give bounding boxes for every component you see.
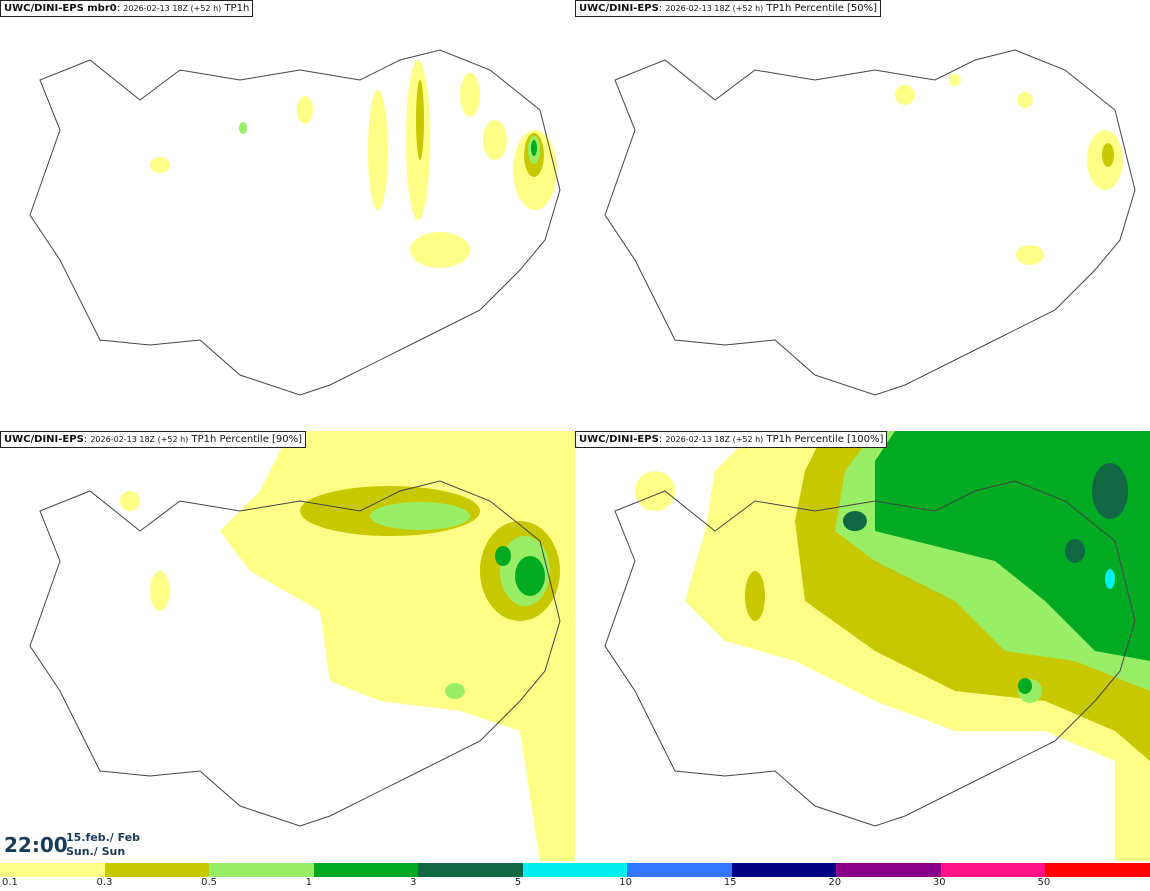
legend-label: 20	[828, 877, 842, 888]
precip-map	[29, 431, 575, 861]
precip-map	[29, 49, 561, 396]
legend-swatch	[418, 863, 523, 877]
map-panel-p90: UWC/DINI-EPS: 2026-02-13 18Z (+52 h) TP1…	[0, 431, 575, 861]
legend-label: 1	[305, 877, 312, 888]
valid-date: 15.feb./ Feb Sun./ Sun	[66, 831, 140, 859]
valid-time-box: 22:00 15.feb./ Feb Sun./ Sun	[0, 827, 160, 863]
valid-date-line: 15.feb./ Feb	[66, 831, 141, 844]
legend-swatch	[104, 863, 210, 877]
precip-map	[604, 49, 1136, 396]
map-panel-p50: UWC/DINI-EPS: 2026-02-13 18Z (+52 h) TP1…	[575, 0, 1150, 430]
legend-label: 50	[1037, 877, 1051, 888]
legend-swatch	[731, 863, 837, 877]
legend-swatch	[522, 863, 628, 877]
valid-day-line: Sun./ Sun	[66, 845, 126, 858]
legend-label: 10	[619, 877, 632, 888]
legend-swatch	[209, 863, 314, 877]
legend-label: 5	[514, 877, 522, 888]
legend-swatch	[627, 863, 732, 877]
valid-time: 22:00	[4, 833, 68, 857]
legend-label: 30	[932, 877, 946, 888]
map-panel-p100: UWC/DINI-EPS: 2026-02-13 18Z (+52 h) TP1…	[575, 431, 1150, 861]
legend-swatch	[836, 863, 941, 877]
legend-label: 0.3	[96, 877, 113, 888]
color-legend: 0.1 0.3 0.5 1 3 5 10 15 20 30 50	[0, 863, 1150, 891]
legend-label: 3	[410, 877, 417, 888]
panel-title: UWC/DINI-EPS mbr0: 2026-02-13 18Z (+52 h…	[0, 0, 254, 17]
legend-swatch	[940, 863, 1046, 877]
legend-label: 0.1	[2, 877, 18, 888]
legend-swatch	[1045, 863, 1150, 877]
map-panel-mbr0: UWC/DINI-EPS mbr0: 2026-02-13 18Z (+52 h…	[0, 0, 575, 430]
legend-swatch	[0, 863, 105, 877]
precip-map	[604, 431, 1150, 861]
legend-swatches	[0, 863, 1150, 877]
legend-label: 0.5	[201, 877, 217, 888]
legend-label: 15	[723, 877, 737, 888]
legend-swatch	[313, 863, 419, 877]
panel-title: UWC/DINI-EPS: 2026-02-13 18Z (+52 h) TP1…	[575, 0, 882, 17]
panel-title: UWC/DINI-EPS: 2026-02-13 18Z (+52 h) TP1…	[0, 431, 307, 448]
panel-title: UWC/DINI-EPS: 2026-02-13 18Z (+52 h) TP1…	[575, 431, 888, 448]
